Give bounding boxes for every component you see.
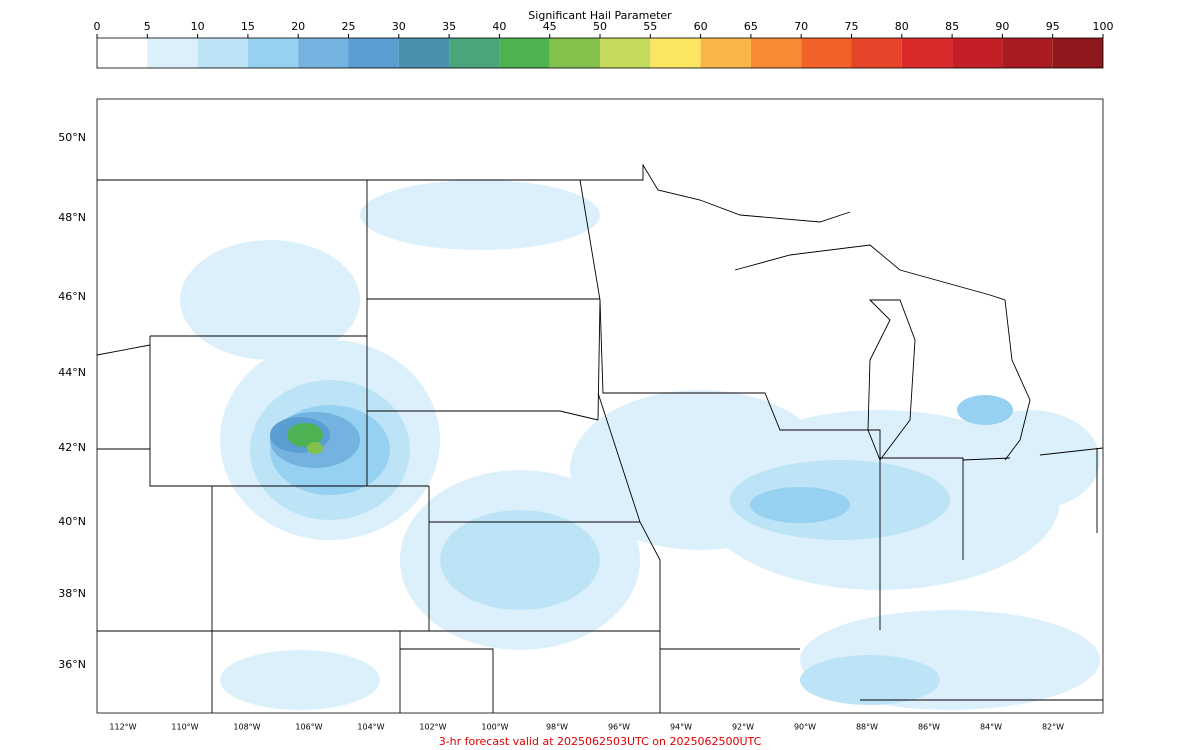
colorbar-tick-label: 5: [144, 20, 151, 33]
colorbar-tick-label: 35: [442, 20, 456, 33]
lon-label: 96°W: [608, 723, 630, 732]
colorbar-bin: [750, 38, 802, 68]
colorbar-tick-label: 80: [895, 20, 909, 33]
colorbar-tick-label: 0: [94, 20, 101, 33]
lon-label: 90°W: [794, 723, 816, 732]
lat-label: 40°N: [58, 515, 86, 528]
map: 50°N48°N46°N44°N42°N40°N38°N36°N 112°W 11…: [58, 98, 1104, 732]
lon-label: 106°W: [295, 723, 322, 732]
colorbar-tick-label: 25: [342, 20, 356, 33]
lon-label: 86°W: [918, 723, 940, 732]
colorbar-tick-label: 30: [392, 20, 406, 33]
colorbar-bin: [901, 38, 953, 68]
lon-label: 112°W: [109, 723, 136, 732]
colorbar-bin: [700, 38, 751, 68]
colorbar-bin: [298, 38, 349, 68]
colorbar-bin: [197, 38, 248, 68]
colorbar-tick-label: 90: [995, 20, 1009, 33]
colorbar-bin: [147, 38, 198, 68]
lat-labels: 50°N 48°N 46°N 44°N 42°N 40°N 38°N 36°N: [58, 131, 86, 671]
colorbar-tick-label: 55: [643, 20, 657, 33]
colorbar-bin: [952, 38, 1003, 68]
colorbar-tick-label: 50: [593, 20, 607, 33]
lon-label: 88°W: [856, 723, 878, 732]
footer: 3-hr forecast valid at 2025062503UTC on …: [439, 735, 762, 748]
lon-label: 108°W: [233, 723, 260, 732]
colorbar-bin: [549, 38, 600, 68]
lat-label: 46°N: [58, 290, 86, 303]
colorbar-bin: [600, 38, 651, 68]
colorbar-tick-label: 85: [945, 20, 959, 33]
colorbar-bin: [449, 38, 500, 68]
lon-label: 84°W: [980, 723, 1002, 732]
lon-label: 110°W: [171, 723, 198, 732]
colorbar-bin: [97, 38, 148, 68]
colorbar-bin: [650, 38, 701, 68]
colorbar: 0 5 10 15 20 25 30 35 40 45 50 55 60 65 70 75 80 85 90 95 10…: [94, 20, 1114, 69]
colorbar-bin: [851, 38, 902, 68]
colorbar-bin: [801, 38, 852, 68]
colorbar-tick-label: 40: [492, 20, 506, 33]
colorbar-bin: [348, 38, 399, 68]
lon-label: 94°W: [670, 723, 692, 732]
lon-label: 100°W: [481, 723, 508, 732]
colorbar-tick-label: 10: [191, 20, 205, 33]
colorbar-bin: [1002, 38, 1053, 68]
lat-label: 36°N: [58, 658, 86, 671]
colorbar-tick-label: 65: [744, 20, 758, 33]
colorbar-bin: [247, 38, 299, 68]
lat-label: 44°N: [58, 366, 86, 379]
colorbar-tick-label: 70: [794, 20, 808, 33]
lat-label: 50°N: [58, 131, 86, 144]
lat-label: 42°N: [58, 441, 86, 454]
lon-label: 104°W: [357, 723, 384, 732]
lat-label: 48°N: [58, 211, 86, 224]
colorbar-tick-label: 75: [845, 20, 859, 33]
colorbar-bin: [499, 38, 550, 68]
lon-labels: 112°W 110°W 108°W 106°W 104°W 102°W 100°W 98°W 9…: [109, 723, 1064, 732]
colorbar-tick-label: 20: [291, 20, 305, 33]
colorbar-tick-label: 15: [241, 20, 255, 33]
hail-field: [180, 180, 1100, 710]
borders: [96, 163, 1104, 713]
colorbar-title: Significant Hail Parameter: [528, 9, 672, 22]
lon-label: 98°W: [546, 723, 568, 732]
lon-label: 92°W: [732, 723, 754, 732]
colorbar-bin: [1052, 38, 1103, 68]
colorbar-tick-label: 45: [543, 20, 557, 33]
lon-label: 82°W: [1042, 723, 1064, 732]
colorbar-tick-label: 100: [1093, 20, 1114, 33]
lat-label: 38°N: [58, 587, 86, 600]
lon-label: 102°W: [419, 723, 446, 732]
colorbar-tick-label: 60: [694, 20, 708, 33]
colorbar-tick-label: 95: [1046, 20, 1060, 33]
colorbar-bin: [398, 38, 450, 68]
